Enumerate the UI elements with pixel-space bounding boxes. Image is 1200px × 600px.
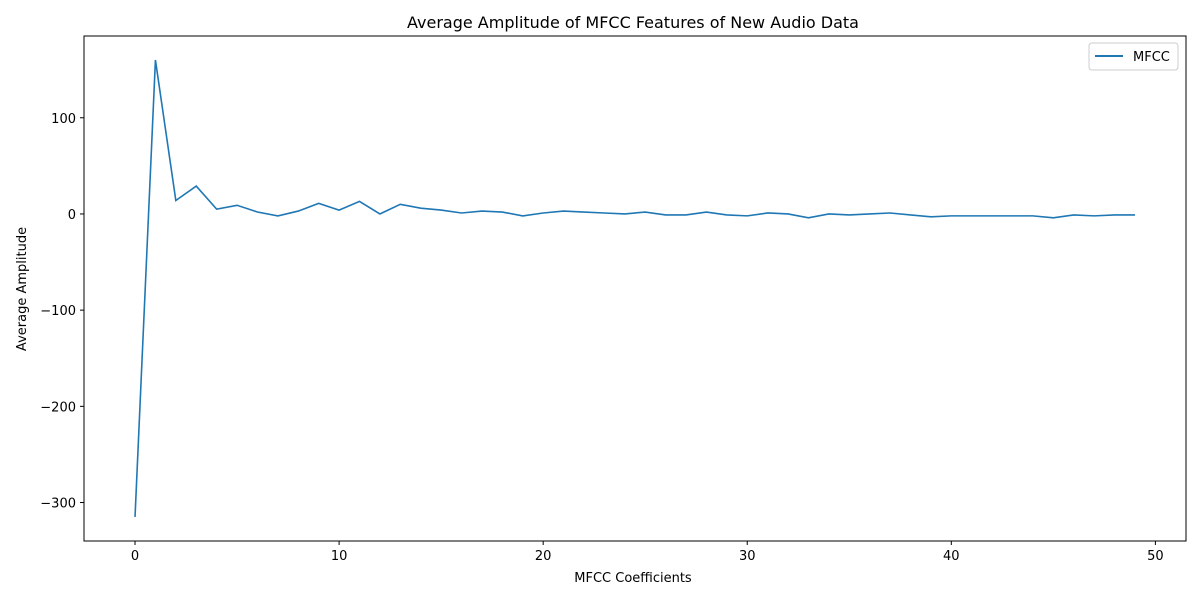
x-tick-label: 50 <box>1147 549 1164 564</box>
x-tick-label: 0 <box>131 549 139 564</box>
axes-frame <box>83 35 1187 542</box>
legend: MFCC <box>1088 42 1179 71</box>
series-line-mfcc <box>134 59 1135 517</box>
x-tick-label: 30 <box>739 549 756 564</box>
x-axis-label: MFCC Coefficients <box>574 571 692 586</box>
y-tick-label: 100 <box>51 112 76 127</box>
y-tick-label: −100 <box>40 304 76 319</box>
y-tick-label: −300 <box>40 497 76 512</box>
legend-box <box>1088 42 1179 71</box>
x-tick-label: 40 <box>943 549 960 564</box>
y-tick-label: 0 <box>68 208 76 223</box>
y-tick-label: −200 <box>40 400 76 415</box>
plot-area <box>134 59 1135 517</box>
x-tick-label: 10 <box>331 549 348 564</box>
y-axis-label: Average Amplitude <box>15 227 30 351</box>
x-axis-ticks: 0 10 20 30 40 50 <box>131 541 1164 564</box>
chart-title: Average Amplitude of MFCC Features of Ne… <box>407 13 859 32</box>
x-tick-label: 20 <box>535 549 552 564</box>
legend-series-label: MFCC <box>1133 50 1170 65</box>
y-axis-ticks: −300 −200 −100 0 100 <box>40 112 84 512</box>
